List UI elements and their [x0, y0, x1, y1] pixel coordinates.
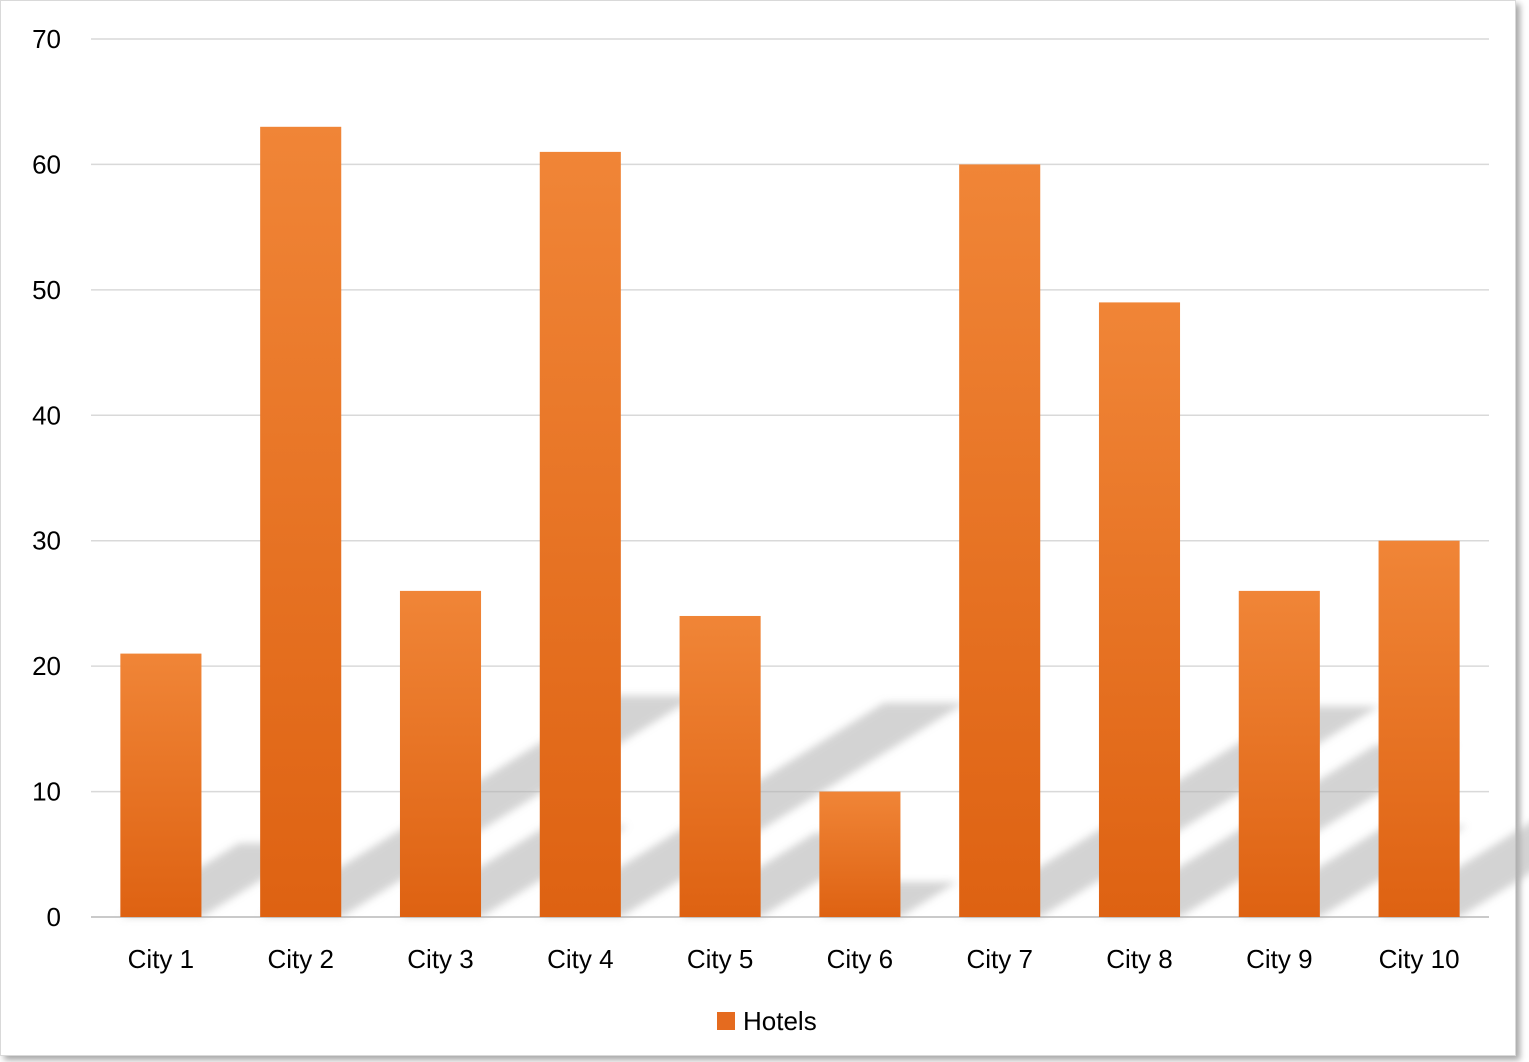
bar-4	[539, 151, 621, 917]
bar-2	[260, 126, 342, 918]
legend-label-hotels: Hotels	[743, 1006, 817, 1036]
x-tick-label-2: City 2	[267, 944, 333, 974]
legend-swatch-hotels	[717, 1012, 735, 1030]
x-tick-label-7: City 7	[966, 944, 1032, 974]
legend: Hotels	[717, 1006, 817, 1036]
bar-5	[679, 615, 761, 917]
bar-9	[1238, 590, 1320, 917]
bar-10	[1378, 540, 1460, 917]
x-tick-label-1: City 1	[128, 944, 194, 974]
y-tick-label-40: 40	[32, 400, 61, 430]
y-tick-label-10: 10	[32, 777, 61, 807]
bars	[120, 126, 1460, 918]
y-tick-label-70: 70	[32, 24, 61, 54]
x-tick-label-4: City 4	[547, 944, 613, 974]
y-tick-label-60: 60	[32, 149, 61, 179]
bar-6	[819, 791, 901, 917]
x-tick-label-3: City 3	[407, 944, 473, 974]
bar-7	[959, 164, 1041, 917]
x-axis-ticks: City 1 City 2 City 3 City 4 City 5 City 6 City…	[128, 944, 1460, 974]
y-axis-ticks: 0 10 20 30 40 50 60 70	[32, 24, 61, 932]
y-tick-label-30: 30	[32, 526, 61, 556]
bar-1	[120, 653, 202, 917]
x-tick-label-10: City 10	[1379, 944, 1460, 974]
bar-3	[399, 590, 482, 917]
y-tick-label-20: 20	[32, 651, 61, 681]
x-tick-label-6: City 6	[827, 944, 893, 974]
y-tick-label-50: 50	[32, 275, 61, 305]
x-tick-label-8: City 8	[1106, 944, 1172, 974]
bar-8	[1098, 302, 1181, 917]
x-tick-label-5: City 5	[687, 944, 753, 974]
y-tick-label-0: 0	[47, 902, 61, 932]
x-tick-label-9: City 9	[1246, 944, 1312, 974]
